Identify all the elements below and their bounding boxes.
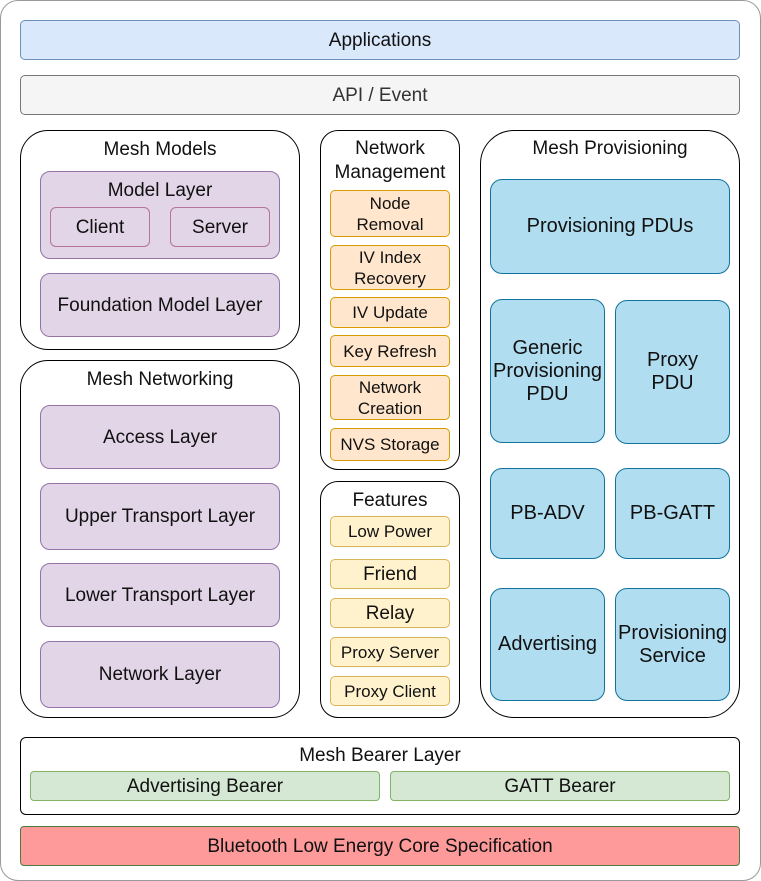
- feature-proxy-server: Proxy Server: [330, 637, 450, 667]
- server-box: Server: [170, 207, 270, 247]
- feature-relay: Relay: [330, 598, 450, 628]
- pb-gatt: PB-GATT: [615, 468, 730, 559]
- provisioning-pdus: Provisioning PDUs: [490, 179, 730, 274]
- api-event-layer: API / Event: [20, 75, 740, 115]
- key-refresh: Key Refresh: [330, 335, 450, 367]
- foundation-model-layer: Foundation Model Layer: [40, 273, 280, 337]
- applications-layer: Applications: [20, 20, 740, 60]
- mesh-networking-title: Mesh Networking: [86, 369, 234, 390]
- provisioning-service: Provisioning Service: [615, 588, 730, 701]
- network-management-title: Network Management: [334, 138, 446, 183]
- node-removal: Node Removal: [330, 190, 450, 237]
- iv-update: IV Update: [330, 297, 450, 328]
- pb-adv: PB-ADV: [490, 468, 605, 559]
- access-layer: Access Layer: [40, 405, 280, 469]
- model-layer-title: Model Layer: [107, 180, 213, 201]
- advertising: Advertising: [490, 588, 605, 701]
- nvs-storage: NVS Storage: [330, 428, 450, 461]
- feature-friend: Friend: [330, 559, 450, 589]
- advertising-bearer: Advertising Bearer: [30, 771, 380, 801]
- lower-transport-layer: Lower Transport Layer: [40, 563, 280, 627]
- ble-core-specification: Bluetooth Low Energy Core Specification: [20, 826, 740, 866]
- mesh-provisioning-title: Mesh Provisioning: [532, 138, 688, 159]
- feature-low-power: Low Power: [330, 516, 450, 547]
- gatt-bearer: GATT Bearer: [390, 771, 730, 801]
- mesh-bearer-layer-title: Mesh Bearer Layer: [299, 745, 461, 766]
- iv-index-recovery: IV Index Recovery: [330, 245, 450, 290]
- feature-proxy-client: Proxy Client: [330, 676, 450, 706]
- network-creation: Network Creation: [330, 375, 450, 420]
- client-box: Client: [50, 207, 150, 247]
- proxy-pdu: Proxy PDU: [615, 300, 730, 444]
- features-title: Features: [352, 490, 428, 511]
- mesh-models-title: Mesh Models: [103, 139, 217, 160]
- upper-transport-layer: Upper Transport Layer: [40, 483, 280, 550]
- generic-provisioning-pdu: Generic Provisioning PDU: [490, 299, 605, 443]
- network-layer: Network Layer: [40, 641, 280, 708]
